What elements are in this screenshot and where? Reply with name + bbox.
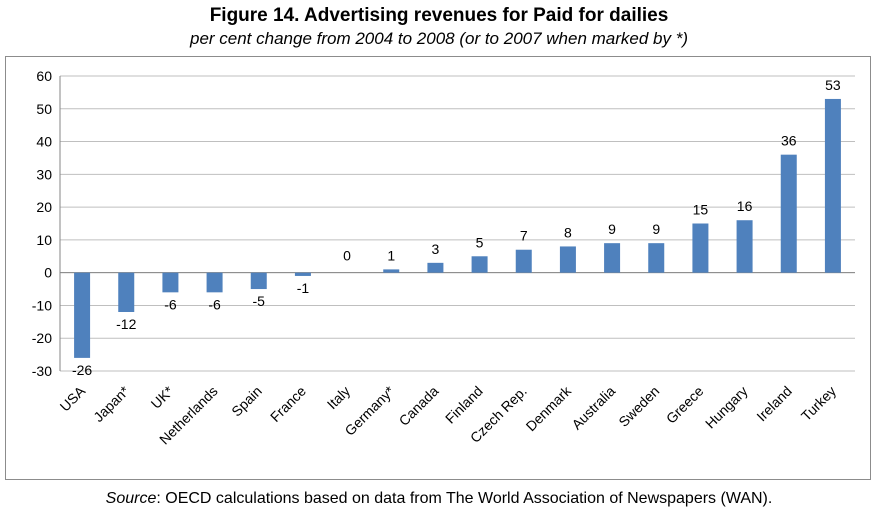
data-label: 9 [608, 221, 616, 237]
chart-title: Figure 14. Advertising revenues for Paid… [209, 5, 669, 26]
source-prefix: Source [105, 490, 157, 507]
data-label: 36 [781, 133, 797, 149]
bar-france [294, 272, 311, 276]
x-tick-label: Hungary [702, 383, 751, 432]
x-tick-label: Japan* [90, 382, 133, 425]
x-tick-label: UK* [148, 382, 177, 411]
x-tick-label: Italy [324, 383, 353, 412]
bar-denmark [559, 246, 576, 273]
x-tick-label: Sweden [615, 383, 662, 430]
x-tick-label: Canada [396, 383, 442, 429]
bar-turkey [824, 98, 841, 273]
data-label: 9 [652, 221, 660, 237]
bar-finland [471, 256, 488, 273]
data-label: -6 [164, 296, 177, 312]
data-label: 0 [343, 248, 351, 264]
y-tick-label: 40 [36, 134, 52, 150]
y-tick-label: 0 [44, 265, 52, 281]
bar-czech-rep- [515, 249, 532, 273]
data-label: 16 [737, 198, 753, 214]
y-tick-label: 10 [36, 232, 52, 248]
bar-canada [427, 262, 444, 273]
chart-subtitle: per cent change from 2004 to 2008 (or to… [189, 29, 689, 48]
data-label: -12 [116, 316, 136, 332]
bar-greece [692, 223, 709, 273]
bar-sweden [648, 243, 665, 273]
data-label: 3 [432, 241, 440, 257]
bar-usa [74, 272, 91, 358]
y-tick-label: -10 [32, 297, 52, 313]
bar-australia [604, 243, 621, 273]
data-label: -6 [208, 296, 221, 312]
data-label: 1 [387, 247, 395, 263]
y-tick-label: 20 [36, 199, 52, 215]
data-label: 15 [693, 202, 709, 218]
y-tick-label: -20 [32, 330, 52, 346]
bar-germany- [383, 269, 400, 273]
x-tick-label: Greece [663, 383, 707, 427]
x-tick-label: France [267, 383, 309, 425]
bar-netherlands [206, 272, 223, 293]
y-tick-label: -30 [32, 363, 52, 379]
bar-japan- [118, 272, 135, 312]
data-label: 5 [476, 234, 484, 250]
x-tick-label: Denmark [523, 382, 575, 434]
bar-hungary [736, 220, 753, 273]
x-tick-label: USA [57, 382, 89, 414]
source-text: : OECD calculations based on data from T… [156, 490, 773, 507]
x-tick-label: Turkey [798, 383, 839, 424]
x-tick-label: Finland [442, 383, 486, 427]
data-label: 7 [520, 228, 528, 244]
y-tick-label: 60 [36, 68, 52, 84]
data-label: 53 [825, 77, 841, 93]
data-label: -26 [72, 362, 92, 378]
data-label: -1 [297, 280, 310, 296]
x-tick-label: Spain [228, 383, 265, 420]
source-note: Source: OECD calculations based on data … [0, 490, 878, 508]
data-label: 8 [564, 224, 572, 240]
y-tick-label: 30 [36, 166, 52, 182]
data-label: -5 [253, 293, 266, 309]
bar-uk- [162, 272, 179, 293]
x-tick-label: Ireland [753, 383, 795, 425]
x-tick-label: Australia [568, 383, 618, 433]
bar-spain [250, 272, 267, 290]
y-tick-label: 50 [36, 101, 52, 117]
bar-ireland [780, 154, 797, 273]
